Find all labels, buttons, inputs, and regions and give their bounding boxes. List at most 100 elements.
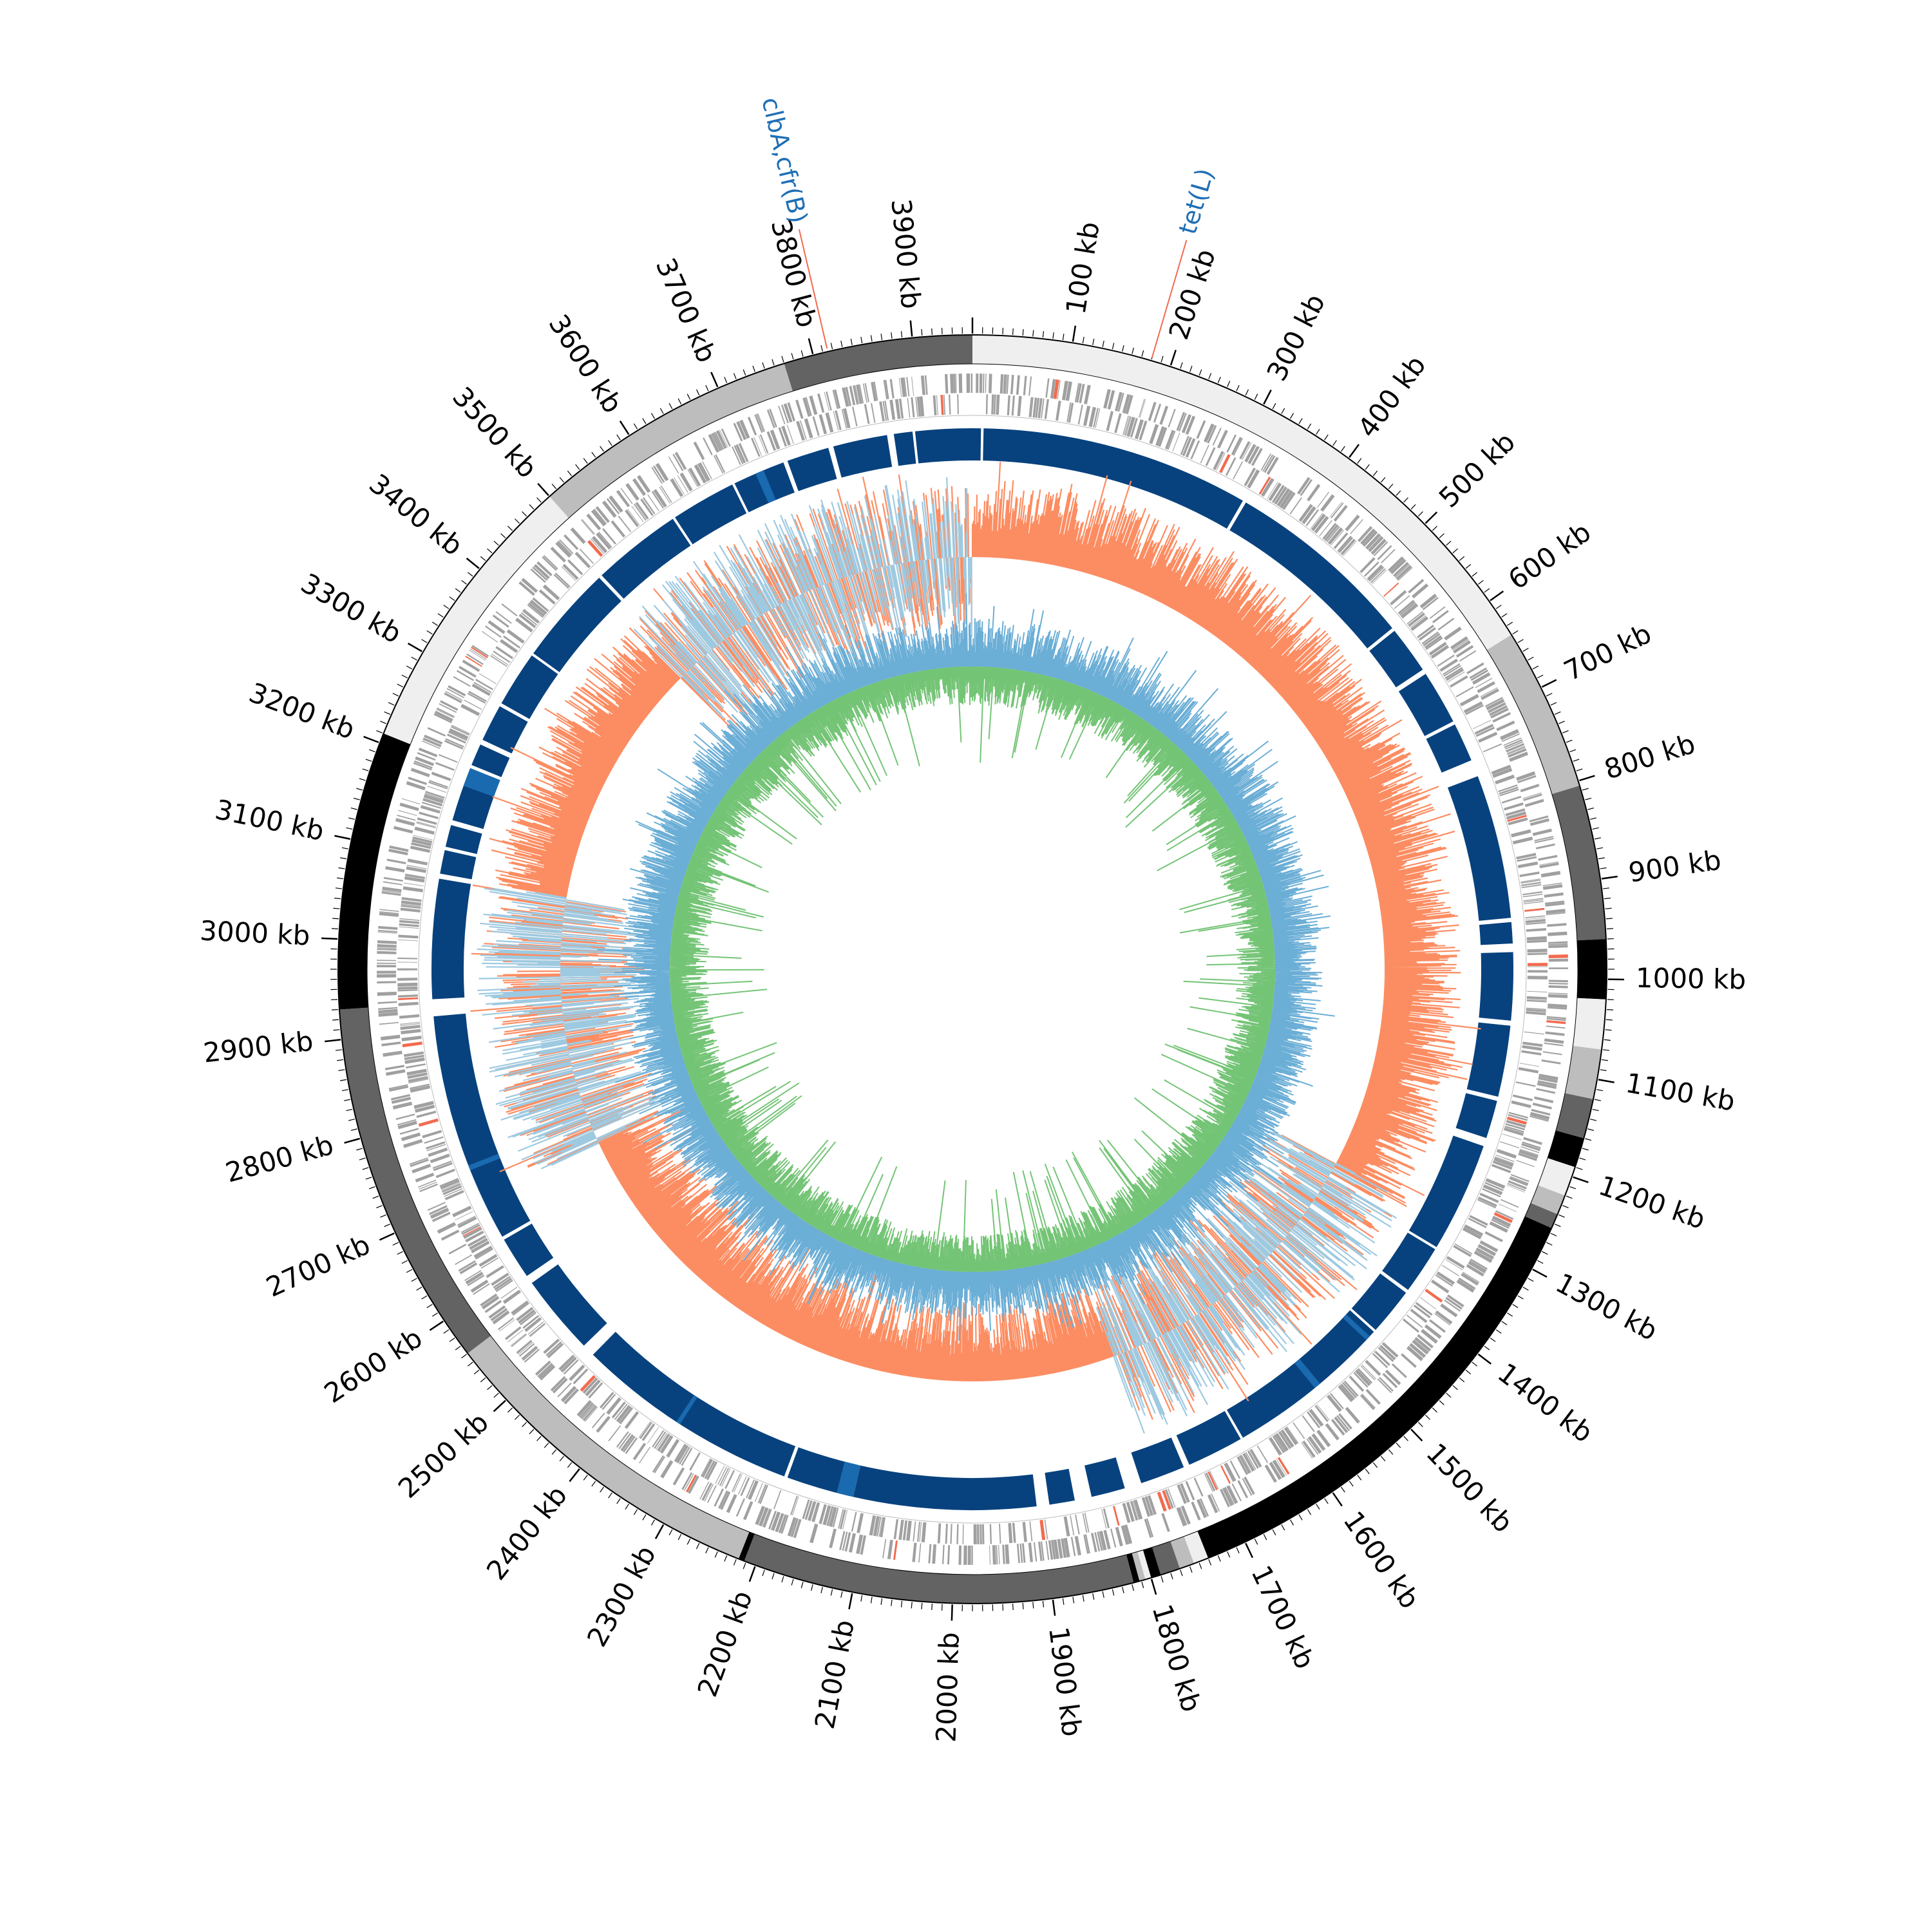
cds-feature [518,1309,536,1324]
cds-feature [1523,1137,1542,1145]
cds-feature [832,1508,839,1528]
cds-feature [456,670,475,681]
cds-feature [873,1516,880,1537]
cds-feature [942,1544,945,1564]
cds-feature [906,1520,912,1541]
cds-feature [1007,395,1010,415]
cds-feature [711,433,721,451]
cds-feature [418,747,438,757]
minor-tick [1601,1059,1608,1061]
cds-feature [714,1488,724,1507]
cds-feature [1493,1157,1514,1168]
cds-feature [1538,1076,1558,1083]
cds-feature [1468,1262,1486,1274]
cds-feature [1412,1340,1429,1355]
minor-tick [384,1224,391,1227]
cds-feature [983,374,985,393]
minor-tick [870,335,873,342]
minor-tick [507,526,513,531]
cds-feature [684,1473,694,1491]
tick-label: 2900 kb [202,1025,315,1069]
minor-tick [677,398,682,404]
cds-feature [1226,434,1237,453]
cds-feature [527,604,544,618]
cds-feature [802,397,811,417]
cds-feature [550,1376,566,1392]
cds-feature [1520,1146,1540,1153]
cds-feature [1445,1296,1463,1310]
minor-tick [931,328,933,336]
cds-feature [586,513,601,531]
minor-tick [348,817,355,820]
cds-feature [1548,1003,1567,1009]
contig-segment [1531,1185,1566,1215]
cds-feature [1429,606,1446,620]
cds-feature [381,1041,401,1046]
cds-feature [1517,775,1537,784]
cds-feature [787,1517,797,1537]
minor-tick [1324,1498,1329,1504]
cds-feature [402,1041,422,1048]
cds-feature [1463,1227,1482,1240]
cds-feature [835,410,842,431]
tick-label: 1400 kb [1492,1357,1599,1449]
contig-segment [1170,1536,1195,1569]
tick-label: 1600 kb [1337,1506,1425,1615]
minor-tick [1072,1596,1075,1604]
cds-feature [1397,567,1413,581]
cds-feature [459,1262,478,1274]
cds-feature [811,1502,820,1522]
blast-hit-variant [463,772,499,797]
major-tick [379,1232,395,1241]
cds-feature [1521,1050,1542,1056]
cds-feature [444,1188,463,1197]
cds-feature [407,858,428,866]
cds-feature [400,907,421,913]
cds-feature [985,374,987,393]
minor-tick [1198,369,1202,376]
cds-feature [1493,1212,1513,1224]
cds-feature [1422,596,1439,611]
cds-feature [766,409,775,428]
cds-feature [1391,1363,1407,1378]
tick-label: 2300 kb [581,1540,662,1652]
cds-feature [1374,1350,1390,1367]
cds-feature [1365,1359,1381,1376]
cds-feature [422,802,442,810]
cds-feature [448,728,469,740]
minor-tick [1112,343,1115,350]
cds-feature [856,1534,864,1555]
tick-label: 2800 kb [222,1129,337,1189]
cds-feature [1095,408,1101,428]
cds-feature [1258,476,1271,495]
cds-feature [1548,958,1568,962]
minor-tick [426,1303,433,1309]
cds-feature [1529,815,1549,822]
cds-feature [1066,402,1072,422]
cds-feature [596,533,611,550]
cds-feature [883,380,888,400]
minor-tick [346,1108,353,1112]
cds-feature [1527,976,1548,980]
cds-feature [1417,1334,1434,1349]
cds-feature [857,1513,864,1533]
cds-feature [462,1226,481,1236]
cds-feature [849,386,856,406]
minor-tick [1576,768,1583,772]
cds-feature [1158,427,1168,447]
contig-segment [468,1336,750,1559]
cds-feature [1146,1518,1154,1537]
cds-feature [1353,1372,1368,1388]
minor-tick [714,1551,718,1558]
cds-feature [585,1379,601,1397]
cds-feature [1548,985,1568,989]
cds-feature [1506,1116,1527,1125]
cds-feature [1482,1188,1501,1198]
major-tick [537,482,549,497]
cds-feature [1103,1508,1110,1528]
blast-hit-block [1369,630,1423,688]
gc-content-alt-bars [477,477,1397,1434]
cds-feature [1546,1025,1566,1029]
minor-tick [1208,1559,1212,1566]
cds-feature [1182,437,1192,457]
